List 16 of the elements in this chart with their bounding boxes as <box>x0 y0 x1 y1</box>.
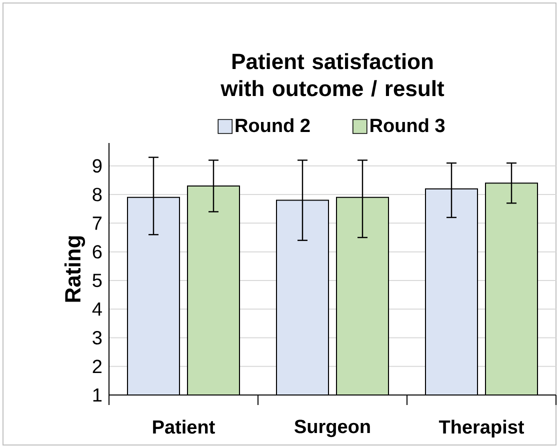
y-tick-label: 7 <box>92 216 102 230</box>
x-tick-label: Therapist <box>438 420 524 438</box>
y-tick-label: 9 <box>92 159 102 173</box>
y-tick-label: 2 <box>92 360 102 373</box>
y-tick-label: 1 <box>93 388 102 402</box>
legend-label: Round 2 <box>236 118 310 132</box>
x-tick-label: Surgeon <box>294 420 370 438</box>
y-tick-label: 5 <box>92 274 102 288</box>
y-tick-label: 6 <box>92 245 102 259</box>
y-tick-label: 8 <box>92 188 102 202</box>
y-tick-label: 3 <box>92 331 102 344</box>
chart-title: Patient satisfaction with outcome / result <box>220 53 444 96</box>
x-tick-label: Patient <box>153 420 215 434</box>
legend-label: Round 3 <box>370 118 445 132</box>
y-tick-label: 4 <box>92 302 102 316</box>
y-axis-title: Rating <box>64 236 86 302</box>
